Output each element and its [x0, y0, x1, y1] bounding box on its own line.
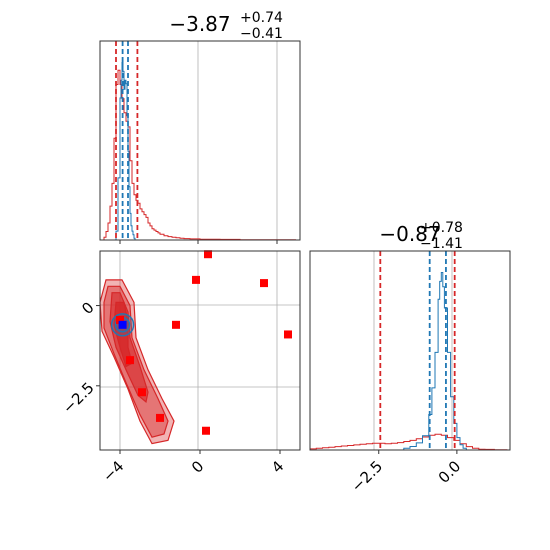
hist-right-xtick-label: −2.5	[348, 457, 386, 495]
hist-panel-right: −0.87 +0.78 −1.41 −2.5 0.0	[309, 220, 511, 496]
hist-right-frame	[309, 250, 511, 451]
hist-right-title-sub: −1.41	[420, 236, 463, 252]
scatter-panel: −4 0 4 0 −2.5	[59, 250, 301, 486]
red-square-marker	[138, 388, 146, 397]
red-square-marker	[204, 250, 212, 259]
red-square-marker	[116, 316, 124, 325]
red-square-marker	[156, 413, 164, 422]
hist-top-title-sup: +0.74	[240, 10, 283, 26]
hist-right-title: −0.87	[379, 222, 440, 246]
blue-square-marker	[118, 320, 127, 329]
hist-right-red-series	[309, 433, 508, 451]
red-square-marker	[126, 356, 134, 365]
hist-right-title-sup: +0.78	[420, 220, 463, 236]
hist-right-blue-series	[397, 272, 467, 451]
red-square-marker	[284, 330, 292, 339]
hist-right-xtick-label: 0.0	[435, 457, 465, 487]
hist-top-red-series	[100, 69, 296, 241]
red-square-marker	[172, 320, 180, 329]
hist-top-frame	[99, 40, 301, 241]
red-square-marker	[202, 426, 210, 435]
hist-top-title: −3.87	[169, 12, 230, 36]
scatter-ytick-label: 0	[78, 298, 97, 317]
scatter-xtick-label: 0	[188, 457, 207, 476]
scatter-ytick-label: −2.5	[59, 379, 97, 417]
scatter-xtick-label: −4	[99, 457, 127, 485]
hist-panel-top: −3.87 +0.74 −0.41	[99, 10, 301, 244]
hist-top-blue-series	[114, 62, 136, 241]
hist-top-title-sub: −0.41	[240, 26, 283, 42]
red-square-marker	[192, 275, 200, 284]
red-square-marker	[260, 279, 268, 288]
scatter-xtick-label: 4	[268, 457, 287, 476]
